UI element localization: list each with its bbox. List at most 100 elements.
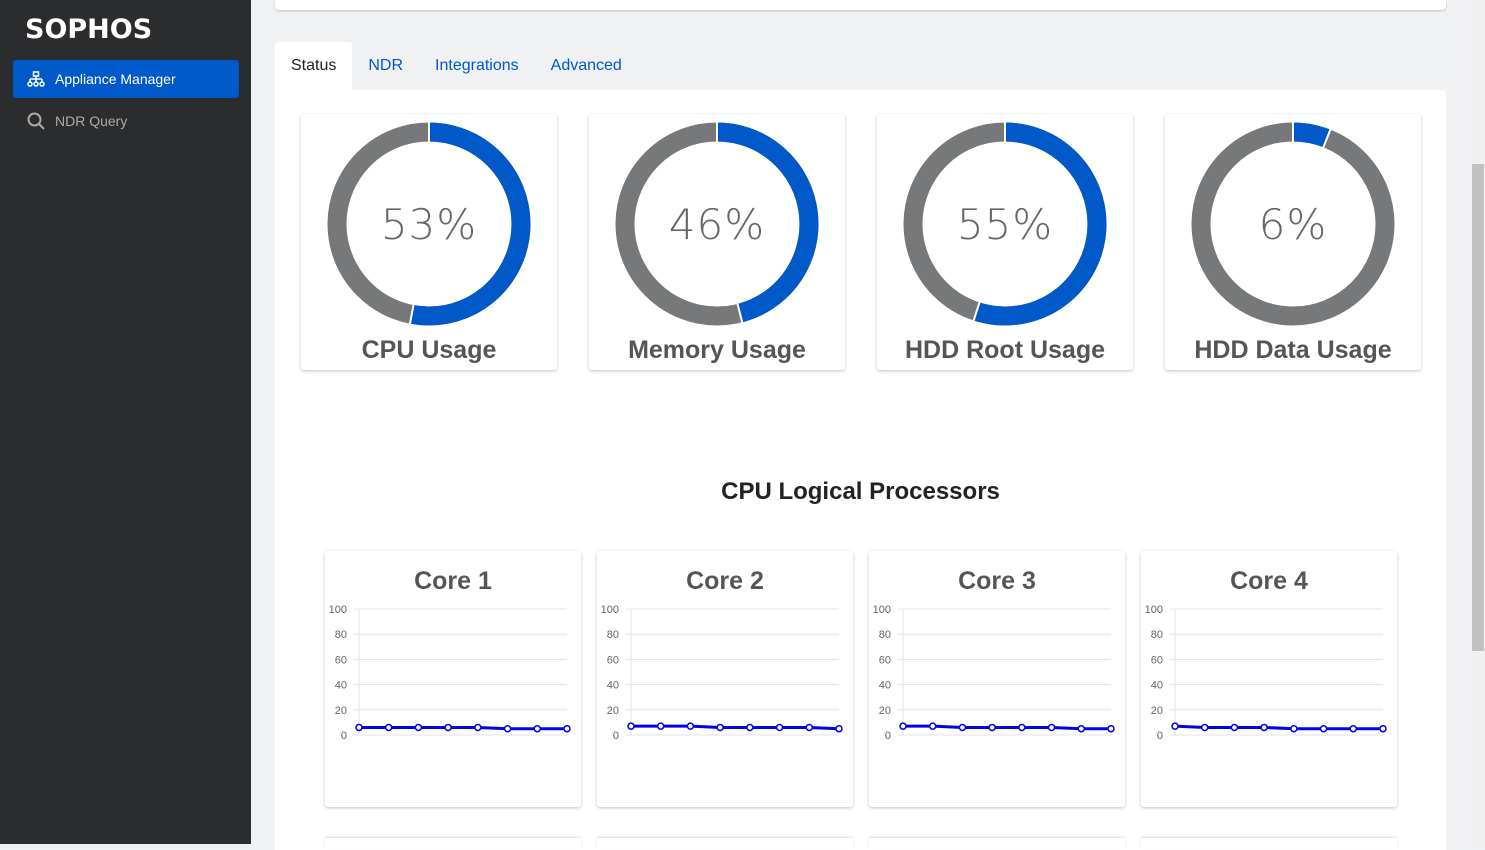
data-point [627,722,635,730]
scrollbar[interactable] [1471,0,1485,844]
data-point [775,723,784,732]
data-point [1319,724,1328,733]
y-tick-label: 100 [1145,604,1163,616]
sidebar-item-label: Appliance Manager [55,71,176,87]
sidebar-item-ndr-query[interactable]: NDR Query [13,102,239,140]
data-point [1047,723,1056,732]
core-chart-card: Core 2 0 20 40 60 80 100 [597,551,853,807]
data-point [835,724,843,733]
data-point [746,723,754,732]
y-tick-label: 80 [607,629,619,641]
data-point [1379,724,1387,733]
gauge-separator [408,304,415,325]
data-point [1107,724,1115,733]
gauge-label: HDD Root Usage [904,336,1105,364]
sidebar-item-appliance-manager[interactable]: Appliance Manager [13,60,239,98]
chart-title: Core 3 [958,567,1036,595]
card-stub [325,838,581,848]
gauge-separator [1322,128,1332,149]
tab-advanced[interactable]: Advanced [550,57,622,74]
tab-status[interactable]: Status [275,42,353,90]
y-tick-label: 60 [607,654,619,666]
data-point [533,724,542,733]
data-point [414,723,423,732]
tab-bar: Status NDR Integrations Advanced [275,42,638,90]
gauge-card: 53% CPU Usage [301,114,557,370]
y-tick-label: 40 [879,680,891,692]
y-tick-label: 80 [879,629,891,641]
gauge-label: HDD Data Usage [1194,336,1392,364]
section-title: CPU Logical Processors [721,478,1000,505]
gauge-label: Memory Usage [628,336,806,364]
gauge-value: 53% [380,200,478,249]
data-point [1290,724,1298,733]
gauge-card: 55% HDD Root Usage [877,114,1133,370]
data-point [474,723,482,732]
series-line [903,724,1111,731]
data-point [503,724,512,733]
line-chart: 0 20 40 60 80 100 [601,604,843,742]
data-point [988,723,996,732]
data-point [958,723,967,732]
y-tick-label: 40 [607,680,619,692]
y-tick-label: 60 [1151,654,1163,666]
core-chart-card: Core 4 0 20 40 60 80 100 [1141,551,1397,807]
card-stub [869,838,1125,848]
data-point [1260,723,1268,732]
gauge-card: 6% HDD Data Usage [1165,114,1421,370]
series-line [359,725,567,731]
y-tick-label: 20 [1151,705,1163,717]
core-chart-card: Core 3 0 20 40 60 80 100 [869,551,1125,807]
data-point [686,722,695,730]
donut-gauge [1191,122,1395,326]
y-tick-label: 0 [885,730,891,742]
donut-gauge [615,122,819,326]
y-tick-label: 80 [335,629,347,641]
y-tick-label: 20 [879,705,891,717]
y-tick-label: 40 [335,680,347,692]
sidebar: SOPHOS Appliance Manager NDR Query [0,0,251,844]
series-line [1174,724,1383,731]
sidebar-item-label: NDR Query [55,113,128,129]
data-point [899,722,907,730]
gauge-value: 55% [956,200,1054,249]
y-tick-label: 60 [879,654,891,666]
gauge-value: 6% [1258,200,1328,249]
series-line [631,724,840,731]
top-card [275,0,1446,10]
chart-title: Core 4 [1230,567,1308,595]
data-point [1171,722,1179,730]
tab-integrations[interactable]: Integrations [435,57,519,74]
data-point [1200,723,1209,732]
donut-gauge [903,122,1107,326]
y-tick-label: 60 [335,654,347,666]
search-icon [27,112,45,130]
y-tick-label: 100 [601,604,619,616]
card-stub [597,838,853,848]
data-point [1018,723,1026,732]
data-point [1230,723,1239,732]
gauge-separator [736,303,744,324]
line-chart: 0 20 40 60 80 100 [873,604,1115,742]
tab-ndr[interactable]: NDR [368,57,404,74]
data-point [444,723,452,732]
scrollbar-thumb[interactable] [1472,164,1484,651]
line-chart: 0 20 40 60 80 100 [329,604,571,742]
data-point [1349,724,1358,733]
sitemap-icon [27,71,45,87]
gauge-value: 46% [668,200,766,249]
data-point [1077,724,1086,733]
data-point [355,723,363,732]
y-tick-label: 0 [1157,730,1163,742]
y-tick-label: 100 [873,604,891,616]
data-point [928,722,937,730]
y-tick-label: 20 [607,705,619,717]
y-tick-label: 40 [1151,680,1163,692]
core-chart-card: Core 1 0 20 40 60 80 100 [325,551,581,807]
gauge-separator [972,301,981,322]
sophos-logo: SOPHOS [25,14,153,45]
y-tick-label: 100 [329,604,347,616]
y-tick-label: 0 [613,730,619,742]
card-stub [1141,838,1397,848]
y-tick-label: 20 [335,705,347,717]
